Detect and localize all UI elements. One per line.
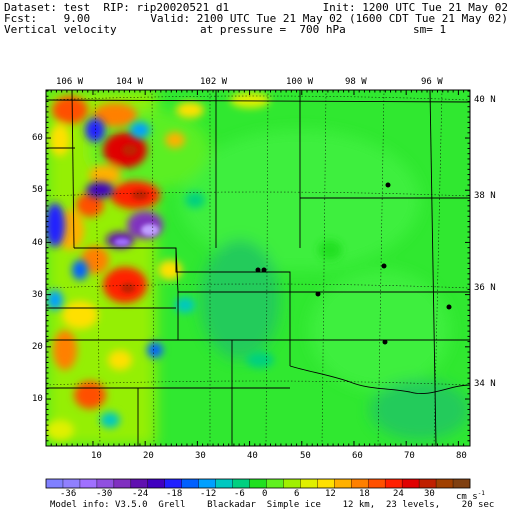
lat-label-38n: 38 N bbox=[474, 191, 496, 201]
colorbar-swatch bbox=[453, 479, 471, 488]
colorbar-tick-label: 18 bbox=[359, 489, 370, 499]
lon-label-100w: 100 W bbox=[286, 77, 314, 87]
x-tick-label: 50 bbox=[300, 451, 311, 461]
colorbar-swatch bbox=[130, 479, 149, 488]
colorbar-swatch bbox=[266, 479, 284, 488]
colorbar-tick-label: -18 bbox=[166, 489, 183, 499]
init-time: Init: 1200 UTC Tue 21 May 02 bbox=[322, 1, 508, 14]
lon-label-102w: 102 W bbox=[200, 77, 228, 87]
colorbar-swatch bbox=[385, 479, 403, 488]
dataset-label: Dataset: test RIP: rip20020521 d1 bbox=[4, 1, 230, 14]
colorbar-swatch bbox=[79, 479, 98, 488]
lon-label-104w: 104 W bbox=[116, 77, 144, 87]
map-frame bbox=[45, 89, 471, 447]
forecast-hour: Fcst: 9.00 bbox=[4, 12, 91, 25]
lat-label-40n: 40 N bbox=[474, 95, 496, 105]
smoothing-label: sm= 1 bbox=[413, 23, 447, 36]
x-tick-label: 40 bbox=[247, 451, 258, 461]
lon-label-98w: 98 W bbox=[345, 77, 367, 87]
x-tick-label: 20 bbox=[143, 451, 154, 461]
colorbar-tick-label: 30 bbox=[424, 489, 435, 499]
colorbar-swatch bbox=[181, 479, 199, 488]
velocity-field bbox=[46, 90, 470, 446]
lon-label-96w: 96 W bbox=[421, 77, 443, 87]
colorbar-swatch bbox=[46, 479, 64, 488]
colorbar-tick-label: -24 bbox=[132, 489, 149, 499]
colorbar-tick-label: -12 bbox=[200, 489, 217, 499]
y-tick-label: 60 bbox=[32, 133, 43, 143]
colorbar-swatch bbox=[198, 479, 216, 488]
colorbar-swatch bbox=[164, 479, 182, 488]
colorbar-units: cm s-1 bbox=[456, 490, 485, 502]
colorbar-swatch bbox=[402, 479, 420, 488]
y-tick-label: 20 bbox=[32, 342, 43, 352]
colorbar-swatch bbox=[147, 479, 166, 488]
valid-time: Valid: 2100 UTC Tue 21 May 02 (1600 CDT … bbox=[150, 12, 508, 25]
colorbar-swatch bbox=[300, 479, 318, 488]
colorbar-swatch bbox=[232, 479, 250, 488]
colorbar-tick-label: 6 bbox=[294, 489, 300, 499]
lon-label-106w: 106 W bbox=[56, 77, 84, 87]
x-tick-label: 60 bbox=[352, 451, 363, 461]
colorbar-swatch bbox=[249, 479, 267, 488]
x-tick-label: 80 bbox=[456, 451, 467, 461]
x-tick-label: 10 bbox=[91, 451, 102, 461]
colorbar-tick-label: -30 bbox=[96, 489, 113, 499]
colorbar-swatch bbox=[351, 479, 369, 488]
y-tick-label: 50 bbox=[32, 185, 43, 195]
colorbar-tick-label: 12 bbox=[325, 489, 336, 499]
colorbar-swatch bbox=[62, 479, 81, 488]
pressure-level: at pressure = 700 hPa bbox=[200, 23, 346, 36]
colorbar-swatch bbox=[368, 479, 386, 488]
x-tick-label: 70 bbox=[404, 451, 415, 461]
colorbar-tick-label: -36 bbox=[60, 489, 77, 499]
colorbar-swatch bbox=[113, 479, 132, 488]
colorbar-tick-label: 24 bbox=[393, 489, 404, 499]
colorbar-swatch bbox=[419, 479, 437, 488]
colorbar-tick-label: 0 bbox=[262, 489, 268, 499]
lat-label-36n: 36 N bbox=[474, 283, 496, 293]
colorbar-swatch bbox=[96, 479, 115, 488]
field-name: Vertical velocity bbox=[4, 23, 117, 36]
y-tick-label: 40 bbox=[32, 238, 43, 248]
y-tick-label: 30 bbox=[32, 290, 43, 300]
colorbar bbox=[45, 478, 471, 489]
colorbar-frame bbox=[45, 478, 471, 489]
colorbar-swatch bbox=[215, 479, 233, 488]
lat-label-34n: 34 N bbox=[474, 379, 496, 389]
colorbar-swatch bbox=[334, 479, 352, 488]
x-tick-label: 30 bbox=[195, 451, 206, 461]
colorbar-tick-label: -6 bbox=[234, 489, 245, 499]
colorbar-swatch bbox=[283, 479, 301, 488]
colorbar-swatch bbox=[317, 479, 335, 488]
model-info: Model info: V3.5.0 Grell Blackadar Simpl… bbox=[50, 500, 495, 510]
y-tick-label: 10 bbox=[32, 394, 43, 404]
city-markers bbox=[255, 182, 452, 345]
colorbar-swatch bbox=[436, 479, 454, 488]
